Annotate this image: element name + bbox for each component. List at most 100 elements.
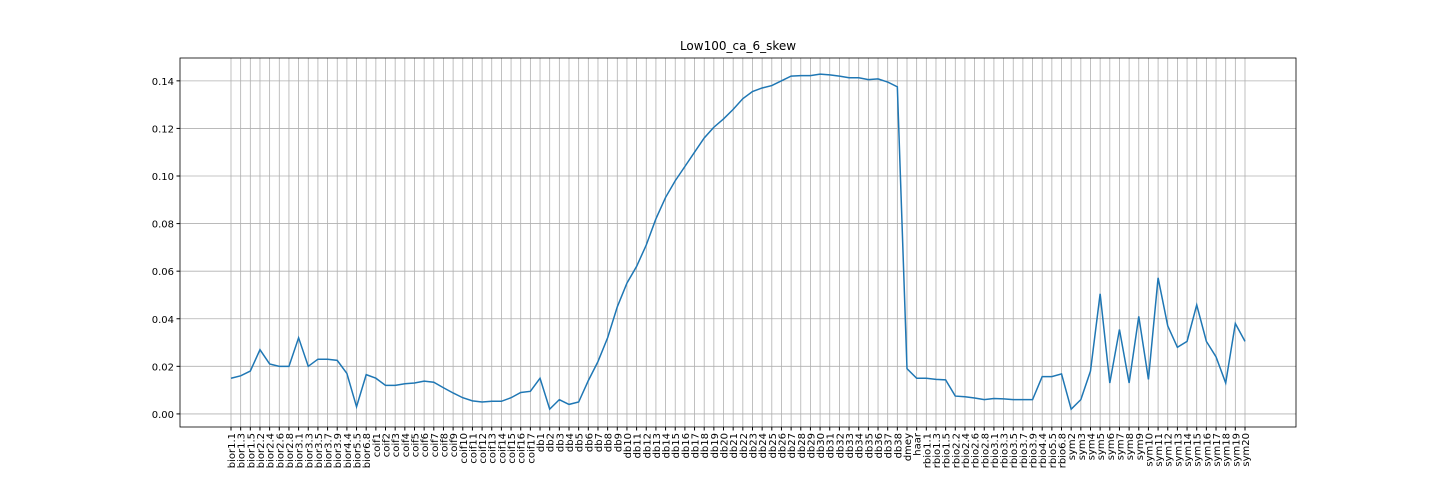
x-tick-label: bior3.5 bbox=[314, 433, 325, 468]
x-tick-label: db5 bbox=[575, 433, 586, 452]
x-tick-label: coif14 bbox=[497, 433, 508, 464]
x-tick-label: db25 bbox=[768, 433, 779, 458]
x-tick-label: dmey bbox=[903, 433, 914, 461]
x-tick-label: sym20 bbox=[1241, 433, 1252, 467]
x-tick-label: rbio6.8 bbox=[1058, 433, 1069, 468]
x-tick-label: db1 bbox=[536, 433, 547, 452]
x-tick-label: rbio5.5 bbox=[1048, 433, 1059, 468]
x-tick-label: sym15 bbox=[1193, 433, 1204, 467]
x-tick-label: coif2 bbox=[382, 433, 393, 457]
x-tick-label: rbio3.9 bbox=[1029, 433, 1040, 468]
x-tick-label: coif3 bbox=[391, 433, 402, 457]
x-tick-label: db18 bbox=[700, 433, 711, 458]
x-tick-label: sym5 bbox=[1096, 433, 1107, 460]
y-tick-label: 0.14 bbox=[152, 77, 174, 88]
x-tick-label: coif16 bbox=[517, 433, 528, 464]
x-tick-label: db22 bbox=[739, 433, 750, 458]
x-tick-label: db31 bbox=[826, 433, 837, 458]
x-tick-label: db24 bbox=[758, 433, 769, 458]
x-tick-label: db14 bbox=[662, 433, 673, 458]
x-tick-label: sym4 bbox=[1086, 433, 1097, 460]
x-tick-label: db11 bbox=[633, 433, 644, 458]
x-tick-label: sym18 bbox=[1222, 433, 1233, 467]
x-tick-label: bior4.4 bbox=[343, 433, 354, 468]
y-tick-label: 0.04 bbox=[152, 315, 174, 326]
x-tick-label: sym2 bbox=[1067, 433, 1078, 460]
x-tick-label: sym6 bbox=[1106, 433, 1117, 460]
x-tick-label: bior3.3 bbox=[304, 433, 315, 468]
x-tick-label: db27 bbox=[787, 433, 798, 458]
x-tick-label: coif9 bbox=[449, 433, 460, 457]
x-tick-label: db37 bbox=[884, 433, 895, 458]
x-tick-label: db35 bbox=[864, 433, 875, 458]
x-tick-label: db36 bbox=[874, 433, 885, 458]
x-tick-label: rbio1.5 bbox=[942, 433, 953, 468]
x-tick-label: sym7 bbox=[1115, 433, 1126, 460]
x-tick-label: db6 bbox=[584, 433, 595, 452]
x-tick-label: coif7 bbox=[430, 433, 441, 457]
x-tick-label: coif15 bbox=[507, 433, 518, 464]
x-tick-label: bior3.7 bbox=[324, 433, 335, 468]
x-tick-label: sym8 bbox=[1125, 433, 1136, 460]
y-tick-label: 0.02 bbox=[152, 362, 174, 373]
x-tick-label: sym10 bbox=[1144, 433, 1155, 467]
x-tick-label: sym12 bbox=[1164, 433, 1175, 467]
x-tick-label: bior5.5 bbox=[353, 433, 364, 468]
x-tick-label: db10 bbox=[623, 433, 634, 458]
x-tick-label: db19 bbox=[710, 433, 721, 458]
x-tick-label: bior2.2 bbox=[256, 433, 267, 468]
x-tick-label: db28 bbox=[797, 433, 808, 458]
x-tick-label: rbio2.8 bbox=[980, 433, 991, 468]
x-tick-label: db7 bbox=[594, 433, 605, 452]
y-tick-label: 0.10 bbox=[152, 172, 174, 183]
x-tick-label: sym3 bbox=[1077, 433, 1088, 460]
x-tick-label: rbio4.4 bbox=[1038, 433, 1049, 468]
x-tick-label: db13 bbox=[652, 433, 663, 458]
x-tick-label: bior2.4 bbox=[266, 433, 277, 468]
x-tick-label: rbio3.3 bbox=[1000, 433, 1011, 468]
y-tick-label: 0.08 bbox=[152, 220, 174, 231]
x-tick-label: coif6 bbox=[420, 433, 431, 457]
x-tick-label: sym13 bbox=[1173, 433, 1184, 467]
x-tick-label: db12 bbox=[642, 433, 653, 458]
x-tick-label: coif17 bbox=[526, 433, 537, 464]
x-tick-label: sym17 bbox=[1212, 433, 1223, 467]
x-tick-label: rbio3.7 bbox=[1019, 433, 1030, 468]
x-tick-label: db9 bbox=[613, 433, 624, 452]
x-tick-label: db26 bbox=[777, 433, 788, 458]
x-tick-label: db34 bbox=[855, 433, 866, 458]
x-tick-label: rbio3.1 bbox=[990, 433, 1001, 468]
x-tick-label: rbio2.2 bbox=[951, 433, 962, 468]
x-tick-label: db32 bbox=[835, 433, 846, 458]
x-tick-label: db20 bbox=[720, 433, 731, 458]
x-tick-label: db38 bbox=[893, 433, 904, 458]
chart-title: Low100_ca_6_skew bbox=[680, 39, 796, 53]
x-tick-label: bior3.9 bbox=[333, 433, 344, 468]
x-tick-label: coif12 bbox=[478, 433, 489, 464]
x-tick-label: bior2.6 bbox=[275, 433, 286, 468]
x-tick-label: coif13 bbox=[488, 433, 499, 464]
x-tick-label: db29 bbox=[806, 433, 817, 458]
x-tick-label: coif4 bbox=[401, 433, 412, 457]
x-tick-label: rbio1.3 bbox=[932, 433, 943, 468]
x-tick-label: coif8 bbox=[439, 433, 450, 457]
x-tick-label: coif5 bbox=[410, 433, 421, 457]
plot-frame bbox=[179, 57, 1297, 428]
x-tick-label: sym16 bbox=[1202, 433, 1213, 467]
x-tick-label: db4 bbox=[565, 433, 576, 452]
x-tick-label: sym14 bbox=[1183, 433, 1194, 467]
x-tick-label: coif1 bbox=[372, 433, 383, 457]
y-tick-label: 0.06 bbox=[152, 267, 174, 278]
x-tick-label: sym11 bbox=[1154, 433, 1165, 467]
y-tick-label: 0.12 bbox=[152, 124, 174, 135]
y-tick-label: 0.00 bbox=[152, 410, 174, 421]
x-tick-label: coif10 bbox=[459, 433, 470, 464]
x-tick-label: bior3.1 bbox=[295, 433, 306, 468]
x-tick-label: db3 bbox=[555, 433, 566, 452]
x-tick-label: sym19 bbox=[1231, 433, 1242, 467]
x-tick-label: db8 bbox=[604, 433, 615, 452]
x-tick-label: rbio3.5 bbox=[1009, 433, 1020, 468]
x-tick-label: db21 bbox=[729, 433, 740, 458]
x-tick-label: sym9 bbox=[1135, 433, 1146, 460]
